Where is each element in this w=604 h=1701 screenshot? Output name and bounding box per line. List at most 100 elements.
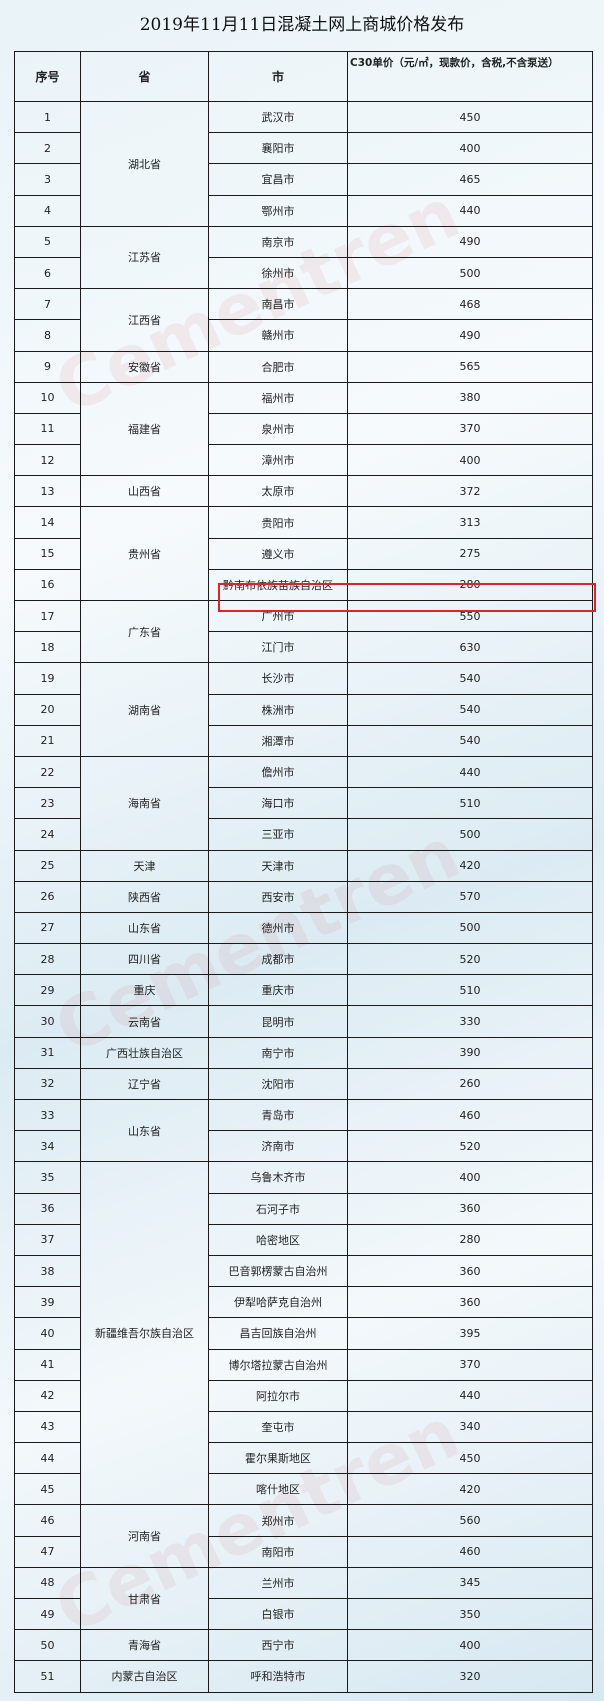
row-number: 30: [14, 1005, 81, 1038]
row-number: 8: [14, 319, 81, 352]
city-cell: 海口市: [208, 787, 348, 820]
city-cell: 霍尔果斯地区: [208, 1442, 348, 1475]
table-row: 7 江西省 南昌市 468: [14, 288, 593, 352]
price-cell: 500: [347, 911, 593, 945]
table-row: 28 四川省 成都市 520: [14, 943, 593, 976]
table-row: 50 青海省 西宁市 400: [14, 1629, 593, 1662]
province-cell: 湖北省: [80, 101, 209, 227]
table-row: 32 辽宁省 沈阳市 260: [14, 1067, 593, 1101]
city-cell: 西宁市: [208, 1629, 348, 1662]
price-cell: 400: [347, 1161, 593, 1194]
price-cell: 630: [347, 631, 593, 664]
city-cell: 太原市: [208, 475, 348, 508]
city-cell: 泉州市: [208, 412, 348, 446]
table-row: 13 山西省 太原市 372: [14, 475, 593, 508]
price-cell: 280: [347, 568, 593, 602]
table-row: 37 哈密地区 280: [14, 1223, 593, 1256]
row-number: 29: [14, 974, 81, 1007]
price-cell: 320: [347, 1660, 593, 1693]
price-cell: 400: [347, 1629, 593, 1662]
row-number: 18: [14, 631, 81, 664]
city-cell: 阿拉尔市: [208, 1379, 348, 1412]
header-city: 市: [208, 51, 348, 102]
row-number: 33: [14, 1098, 81, 1132]
price-cell: 360: [347, 1286, 593, 1319]
table-row: 2 襄阳市 400: [14, 132, 593, 165]
city-cell: 三亚市: [208, 818, 348, 851]
row-number: 28: [14, 943, 81, 976]
row-number: 16: [14, 568, 81, 602]
table-row: 40 昌吉回族自治州 395: [14, 1317, 593, 1350]
table-row: 46 河南省 郑州市 560: [14, 1504, 593, 1568]
city-cell: 呼和浩特市: [208, 1660, 348, 1693]
table-row: 12 漳州市 400: [14, 444, 593, 477]
city-cell: 伊犁哈萨克自治州: [208, 1286, 348, 1319]
table-row: 23 海口市 510: [14, 787, 593, 820]
row-number: 24: [14, 818, 81, 851]
row-number: 41: [14, 1348, 81, 1381]
price-cell: 460: [347, 1535, 593, 1568]
row-number: 2: [14, 132, 81, 165]
price-cell: 520: [347, 1130, 593, 1163]
province-cell: 云南省: [80, 1005, 209, 1038]
table-row: 6 徐州市 500: [14, 256, 593, 290]
province-cell: 湖南省: [80, 662, 209, 757]
header-province: 省: [80, 51, 209, 102]
table-row: 22 海南省 儋州市 440: [14, 755, 593, 851]
price-cell: 468: [347, 288, 593, 321]
city-cell: 南昌市: [208, 288, 348, 321]
table-row: 31 广西壮族自治区 南宁市 390: [14, 1036, 593, 1069]
city-cell: 武汉市: [208, 100, 348, 134]
city-cell: 南京市: [208, 225, 348, 258]
row-number: 31: [14, 1036, 81, 1069]
page-title: 2019年11月11日混凝土网上商城价格发布: [139, 15, 465, 35]
city-cell: 湘潭市: [208, 724, 348, 757]
header-price: C30单价（元/㎡，现款价，含税,不含泵送）: [347, 51, 593, 102]
province-cell: 天津: [80, 849, 209, 882]
city-cell: 喀什地区: [208, 1473, 348, 1506]
province-cell: 江苏省: [80, 225, 209, 290]
province-cell: 贵州省: [80, 506, 209, 601]
price-cell: 500: [347, 256, 593, 290]
table-row: 21 湘潭市 540: [14, 724, 593, 757]
city-cell: 郑州市: [208, 1504, 348, 1537]
row-number: 12: [14, 444, 81, 477]
price-cell: 360: [347, 1254, 593, 1288]
table-row: 44 霍尔果斯地区 450: [14, 1442, 593, 1475]
price-cell: 260: [347, 1067, 593, 1101]
price-cell: 420: [347, 849, 593, 882]
row-number: 43: [14, 1410, 81, 1444]
row-number: 17: [14, 599, 81, 633]
price-cell: 370: [347, 1348, 593, 1381]
city-cell: 成都市: [208, 943, 348, 976]
price-cell: 550: [347, 599, 593, 633]
table-row: 33 山东省 青岛市 460: [14, 1098, 593, 1163]
price-cell: 450: [347, 100, 593, 134]
row-number: 23: [14, 787, 81, 820]
city-cell: 天津市: [208, 849, 348, 882]
row-number: 48: [14, 1566, 81, 1600]
price-cell: 450: [347, 1442, 593, 1475]
row-number: 14: [14, 506, 81, 539]
table-row: 47 南阳市 460: [14, 1535, 593, 1568]
row-number: 20: [14, 693, 81, 726]
city-cell: 长沙市: [208, 662, 348, 695]
row-number: 39: [14, 1286, 81, 1319]
table-row: 45 喀什地区 420: [14, 1473, 593, 1506]
row-number: 32: [14, 1067, 81, 1101]
table-row: 48 甘肃省 兰州市 345: [14, 1566, 593, 1631]
row-number: 40: [14, 1317, 81, 1350]
price-cell: 520: [347, 943, 593, 976]
row-number: 11: [14, 412, 81, 446]
price-cell: 570: [347, 880, 593, 913]
province-cell: 江西省: [80, 288, 209, 352]
row-number: 46: [14, 1504, 81, 1537]
city-cell: 乌鲁木齐市: [208, 1161, 348, 1194]
table-row: 11 泉州市 370: [14, 412, 593, 446]
row-number: 37: [14, 1223, 81, 1256]
province-cell: 重庆: [80, 974, 209, 1007]
price-cell: 330: [347, 1005, 593, 1038]
city-cell: 广州市: [208, 599, 348, 633]
province-cell: 安徽省: [80, 350, 209, 383]
row-number: 38: [14, 1254, 81, 1288]
